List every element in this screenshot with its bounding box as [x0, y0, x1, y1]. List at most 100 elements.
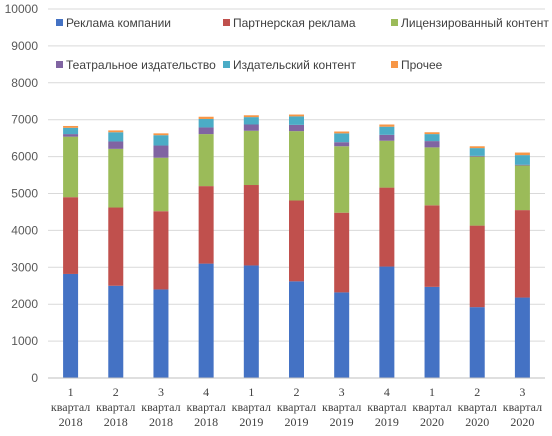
y-tick-label: 1000	[11, 334, 38, 348]
bar-segment-2	[379, 187, 395, 267]
bar-segment-6	[243, 115, 259, 118]
bar-segment-3	[198, 134, 214, 187]
bar-segment-4	[424, 141, 440, 148]
x-tick-label: 1	[68, 385, 74, 399]
x-tick-label: 3	[158, 385, 164, 399]
bar-segment-6	[424, 132, 440, 135]
bar-segment-4	[198, 127, 214, 135]
legend-swatch	[391, 19, 398, 26]
legend-label: Прочее	[401, 58, 443, 72]
bar-segment-1	[424, 286, 440, 378]
bar-segment-5	[334, 133, 350, 143]
legend-label: Издательский контент	[233, 58, 357, 72]
legend-swatch	[56, 19, 63, 26]
bar-segment-1	[243, 265, 259, 378]
y-tick-label: 4000	[11, 223, 38, 237]
bar-segment-6	[108, 130, 124, 133]
bar-segment-3	[289, 131, 304, 201]
x-tick-label: 1	[429, 385, 435, 399]
bar-segment-2	[514, 210, 530, 298]
x-tick-label: 2018	[194, 415, 218, 429]
y-tick-label: 7000	[11, 113, 38, 127]
bar-segment-6	[289, 114, 304, 117]
x-tick-label: 1	[248, 385, 254, 399]
x-tick-label: квартал	[141, 400, 180, 414]
bar-segment-2	[108, 207, 124, 286]
legend: Реклама компании Партнерская реклама Лицен…	[56, 16, 549, 72]
bar-segment-6	[514, 152, 530, 156]
bar-segment-3	[424, 147, 440, 206]
bar-segment-1	[63, 273, 79, 378]
x-tick-label: квартал	[232, 400, 271, 414]
legend-label: Реклама компании	[66, 16, 171, 30]
x-tick-label: 3	[339, 385, 345, 399]
x-tick-label: 2019	[330, 415, 354, 429]
bar-segment-2	[198, 186, 214, 264]
x-tick-label: 2020	[420, 415, 444, 429]
bar-segment-3	[153, 157, 169, 212]
x-tick-label: 2018	[59, 415, 83, 429]
bar-segment-3	[63, 136, 79, 198]
x-tick-label: квартал	[51, 400, 90, 414]
legend-swatch	[223, 19, 230, 26]
bar-segment-4	[243, 124, 259, 131]
x-tick-label: 3	[519, 385, 525, 399]
bar-segment-3	[243, 130, 259, 186]
x-tick-label: квартал	[367, 400, 406, 414]
y-tick-label: 0	[31, 371, 38, 385]
bar-segment-1	[379, 266, 395, 378]
bar-segment-2	[153, 211, 169, 290]
bar-segment-1	[289, 281, 304, 378]
bar-segment-3	[379, 140, 395, 188]
bar-segment-1	[198, 263, 214, 378]
x-tick-label: 2018	[104, 415, 128, 429]
x-tick-label: 2019	[285, 415, 309, 429]
bar-segment-4	[514, 164, 530, 166]
bar-segment-2	[469, 225, 485, 308]
bar-segment-6	[469, 146, 485, 149]
bar-segment-2	[289, 200, 304, 282]
x-tick-label: 2019	[375, 415, 399, 429]
bar-segment-3	[334, 146, 350, 213]
legend-label: Партнерская реклама	[233, 16, 356, 30]
bar-segment-6	[63, 125, 79, 128]
x-tick-label: 2	[294, 385, 300, 399]
bar-segment-4	[469, 155, 485, 157]
y-tick-label: 10000	[5, 2, 39, 16]
y-tick-label: 2000	[11, 297, 38, 311]
bar-segment-5	[289, 116, 304, 125]
bar-segment-5	[514, 155, 530, 165]
legend-swatch	[391, 61, 398, 68]
x-tick-label: 2020	[510, 415, 534, 429]
x-tick-label: квартал	[277, 400, 316, 414]
bar-segment-1	[469, 307, 485, 378]
bar-segment-4	[289, 124, 304, 132]
x-tick-label: квартал	[503, 400, 542, 414]
y-tick-label: 5000	[11, 187, 38, 201]
bar-segment-4	[63, 134, 79, 137]
legend-label: Лицензированный контент	[401, 16, 549, 30]
x-axis-ticks: 1квартал20182квартал20183квартал20184ква…	[51, 385, 542, 429]
x-tick-label: квартал	[322, 400, 361, 414]
x-tick-label: квартал	[458, 400, 497, 414]
legend-swatch	[223, 61, 230, 68]
x-tick-label: квартал	[412, 400, 451, 414]
bar-segment-1	[108, 285, 124, 378]
x-tick-label: квартал	[96, 400, 135, 414]
x-tick-label: 4	[384, 385, 390, 399]
bar-segment-5	[469, 148, 485, 156]
y-tick-label: 8000	[11, 76, 38, 90]
x-tick-label: 2	[474, 385, 480, 399]
bar-segment-4	[334, 142, 350, 147]
y-tick-label: 6000	[11, 150, 38, 164]
bar-segment-6	[153, 133, 169, 136]
bar-segment-2	[424, 205, 440, 287]
bar-segment-1	[153, 289, 169, 378]
bar-segment-2	[63, 197, 79, 274]
bar-segment-2	[243, 185, 259, 266]
bars	[63, 114, 530, 378]
x-tick-label: 4	[203, 385, 209, 399]
x-tick-label: 2020	[465, 415, 489, 429]
bar-segment-5	[379, 126, 395, 135]
bar-segment-3	[514, 165, 530, 211]
